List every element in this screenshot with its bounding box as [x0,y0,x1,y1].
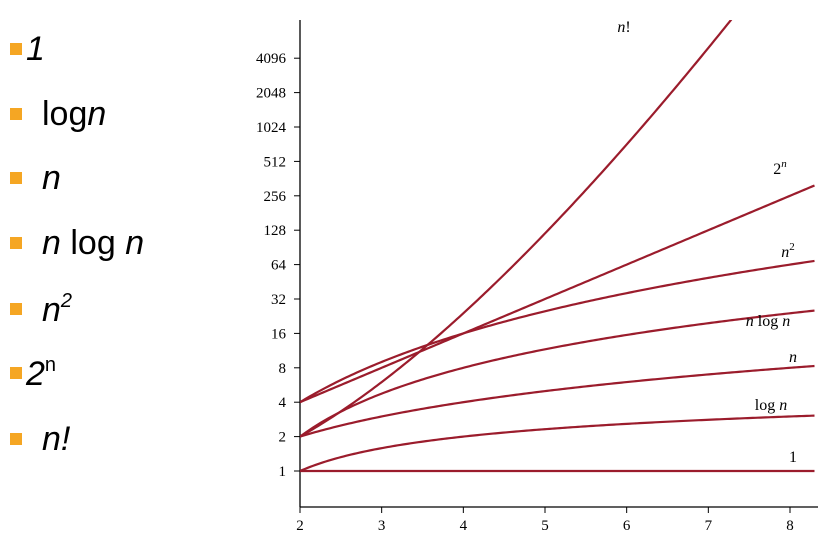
bullet-n2: n2 [10,287,72,331]
curve-label-log: log n [755,397,787,414]
x-tick-label: 6 [623,518,631,534]
y-tick-label: 1024 [256,120,287,136]
bullet-square-icon [10,172,22,184]
bullet-text-part: n! [42,420,71,458]
curve-label-part: n [789,349,797,366]
curve-label-one: 1 [789,449,797,466]
bullet-1: 1 [10,27,45,71]
bullet-square-icon [10,303,22,315]
bullet-logn: logn [10,92,106,136]
y-tick-label: 512 [264,154,287,170]
bullet-text: n log n [42,226,144,260]
bullet-text-part: 1 [26,30,45,68]
curve-label-base: 2 [773,161,781,178]
y-tick-label: 4096 [256,51,287,67]
bullet-2n: 2n [10,351,56,395]
curves [300,20,815,473]
y-tick-label: 4 [279,395,287,411]
bullet-text-part: n [125,224,145,262]
series-n-line [300,364,815,438]
bullet-square-icon [10,237,22,249]
bullet-text: logn [42,97,106,131]
axes: 1 2 4 8 16 32 64 128 256 512 1024 2048 4096 2 3 4 5 6 7 8 [256,20,818,534]
curve-label-part: n [782,313,790,330]
curve-label-part: ! [625,19,630,36]
bullet-text-part: n [87,95,107,133]
y-tick-label: 1 [279,464,287,480]
y-tick-label: 16 [271,326,287,342]
curve-label-base: n [781,244,789,261]
x-tick-label: 5 [541,518,549,534]
series-nlogn-line [300,309,815,438]
y-tick-label: 32 [271,292,286,308]
x-tick-label: 2 [296,518,304,534]
bullet-text-part: log [60,224,126,262]
y-tick-label: 128 [264,223,287,239]
bullet-text-part: n [42,224,61,262]
y-tick-label: 256 [264,189,287,205]
bullet-nlogn: n log n [10,221,144,265]
y-tick-label: 2 [279,430,287,446]
y-tick-label: 2048 [256,86,286,102]
curve-label-superscript: 2 [789,241,795,253]
bullet-square-icon [10,433,22,445]
curve-label-2n: 2n [773,158,787,178]
x-tick-label: 4 [460,518,468,534]
bullet-text: n! [42,422,70,456]
curve-label-part: n [746,313,754,330]
bullet-nfact: n! [10,417,70,461]
curve-label-fact: n! [617,19,630,36]
y-tick-label: 64 [271,258,287,274]
complexity-list: 1 logn n n log n n2 2n n! [0,0,240,536]
curve-label-part: log [754,313,782,330]
series-log-line [300,414,815,473]
bullet-text-part: log [42,95,88,133]
x-tick-label: 8 [786,518,794,534]
curve-label-nlogn: n log n [746,313,790,330]
bullet-text: 1 [26,32,45,66]
curve-label-n2: n2 [781,241,795,261]
curve-label-superscript: n [781,158,787,170]
bullet-text-part: 2 [26,355,45,393]
series-2n-line [300,184,815,404]
x-tick-label: 7 [705,518,713,534]
bullet-text: n [42,161,61,195]
curve-label-part: n [617,19,625,36]
curve-label-n: n [789,349,797,366]
bullet-text-part: n [42,159,61,197]
curve-label-part: log [755,397,779,414]
y-tick-label: 8 [279,361,287,377]
bullet-text-part: n [42,291,61,329]
series-n2-line [300,259,815,404]
bullet-text-part: n [44,354,57,376]
bullet-text: n2 [42,291,72,327]
bullet-square-icon [10,367,22,379]
series-fact-line [300,20,733,438]
bullet-square-icon [10,43,22,55]
bullet-n: n [10,156,61,200]
bullet-text: 2n [26,355,56,391]
curve-label-part: n [779,397,787,414]
bullet-square-icon [10,108,22,120]
bullet-text-part: 2 [60,290,73,312]
x-tick-label: 3 [378,518,386,534]
